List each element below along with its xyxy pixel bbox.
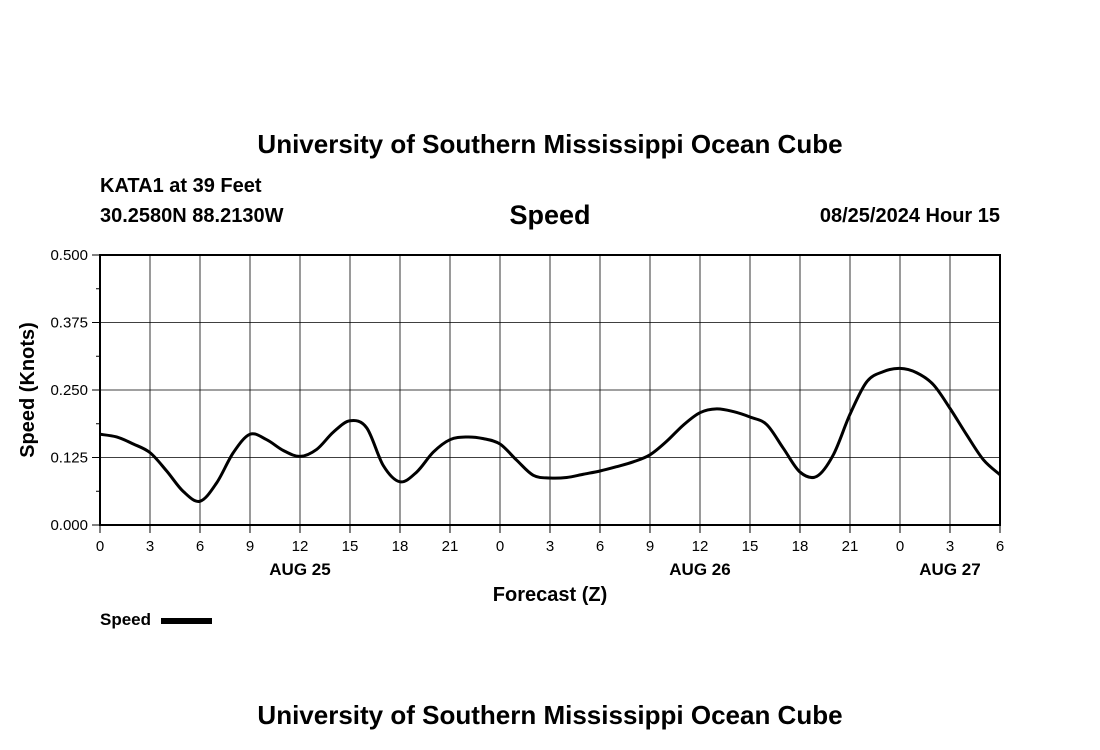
x-tick-label: 0 bbox=[96, 538, 104, 555]
y-axis-label: Speed (Knots) bbox=[17, 322, 39, 458]
x-tick-label: 9 bbox=[246, 538, 254, 555]
legend-label: Speed bbox=[100, 610, 151, 629]
x-tick-label: 15 bbox=[742, 538, 759, 555]
x-tick-label: 18 bbox=[392, 538, 409, 555]
station-label: KATA1 at 39 Feet bbox=[100, 175, 262, 197]
x-tick-label: 3 bbox=[946, 538, 954, 555]
footer-title: University of Southern Mississippi Ocean… bbox=[257, 700, 843, 730]
y-tick-label: 0.500 bbox=[50, 247, 88, 264]
x-tick-label: 6 bbox=[996, 538, 1004, 555]
chart-title: Speed bbox=[509, 200, 590, 230]
y-axis: 0.000 0.125 0.250 0.375 0.500 bbox=[50, 247, 100, 534]
x-axis: 0 3 6 9 12 15 18 21 0 3 6 9 12 15 18 21 0 3 6 AUG 25 AUG 26 A… bbox=[96, 525, 1004, 579]
y-tick-label: 0.250 bbox=[50, 382, 88, 399]
speed-series-line bbox=[99, 366, 1002, 503]
date-label: AUG 25 bbox=[269, 560, 330, 579]
x-tick-label: 9 bbox=[646, 538, 654, 555]
x-axis-label: Forecast (Z) bbox=[493, 584, 607, 606]
y-tick-label: 0.000 bbox=[50, 517, 88, 534]
y-tick-label: 0.375 bbox=[50, 315, 88, 332]
station-position: 30.2580N 88.2130W bbox=[100, 205, 284, 227]
x-tick-label: 12 bbox=[292, 538, 309, 555]
date-label: AUG 26 bbox=[669, 560, 730, 579]
x-tick-label: 21 bbox=[842, 538, 859, 555]
x-tick-label: 18 bbox=[792, 538, 809, 555]
page-title: University of Southern Mississippi Ocean… bbox=[257, 129, 843, 159]
date-label: AUG 27 bbox=[919, 560, 980, 579]
x-tick-label: 6 bbox=[196, 538, 204, 555]
x-tick-label: 0 bbox=[896, 538, 904, 555]
x-tick-label: 0 bbox=[496, 538, 504, 555]
chart-grid bbox=[100, 255, 1000, 525]
x-tick-label: 15 bbox=[342, 538, 359, 555]
forecast-date: 08/25/2024 Hour 15 bbox=[819, 205, 1000, 227]
x-tick-label: 3 bbox=[546, 538, 554, 555]
y-tick-label: 0.125 bbox=[50, 450, 88, 467]
series-group bbox=[99, 366, 1002, 503]
x-tick-label: 21 bbox=[442, 538, 459, 555]
x-tick-label: 3 bbox=[146, 538, 154, 555]
x-tick-label: 12 bbox=[692, 538, 709, 555]
x-tick-label: 6 bbox=[596, 538, 604, 555]
